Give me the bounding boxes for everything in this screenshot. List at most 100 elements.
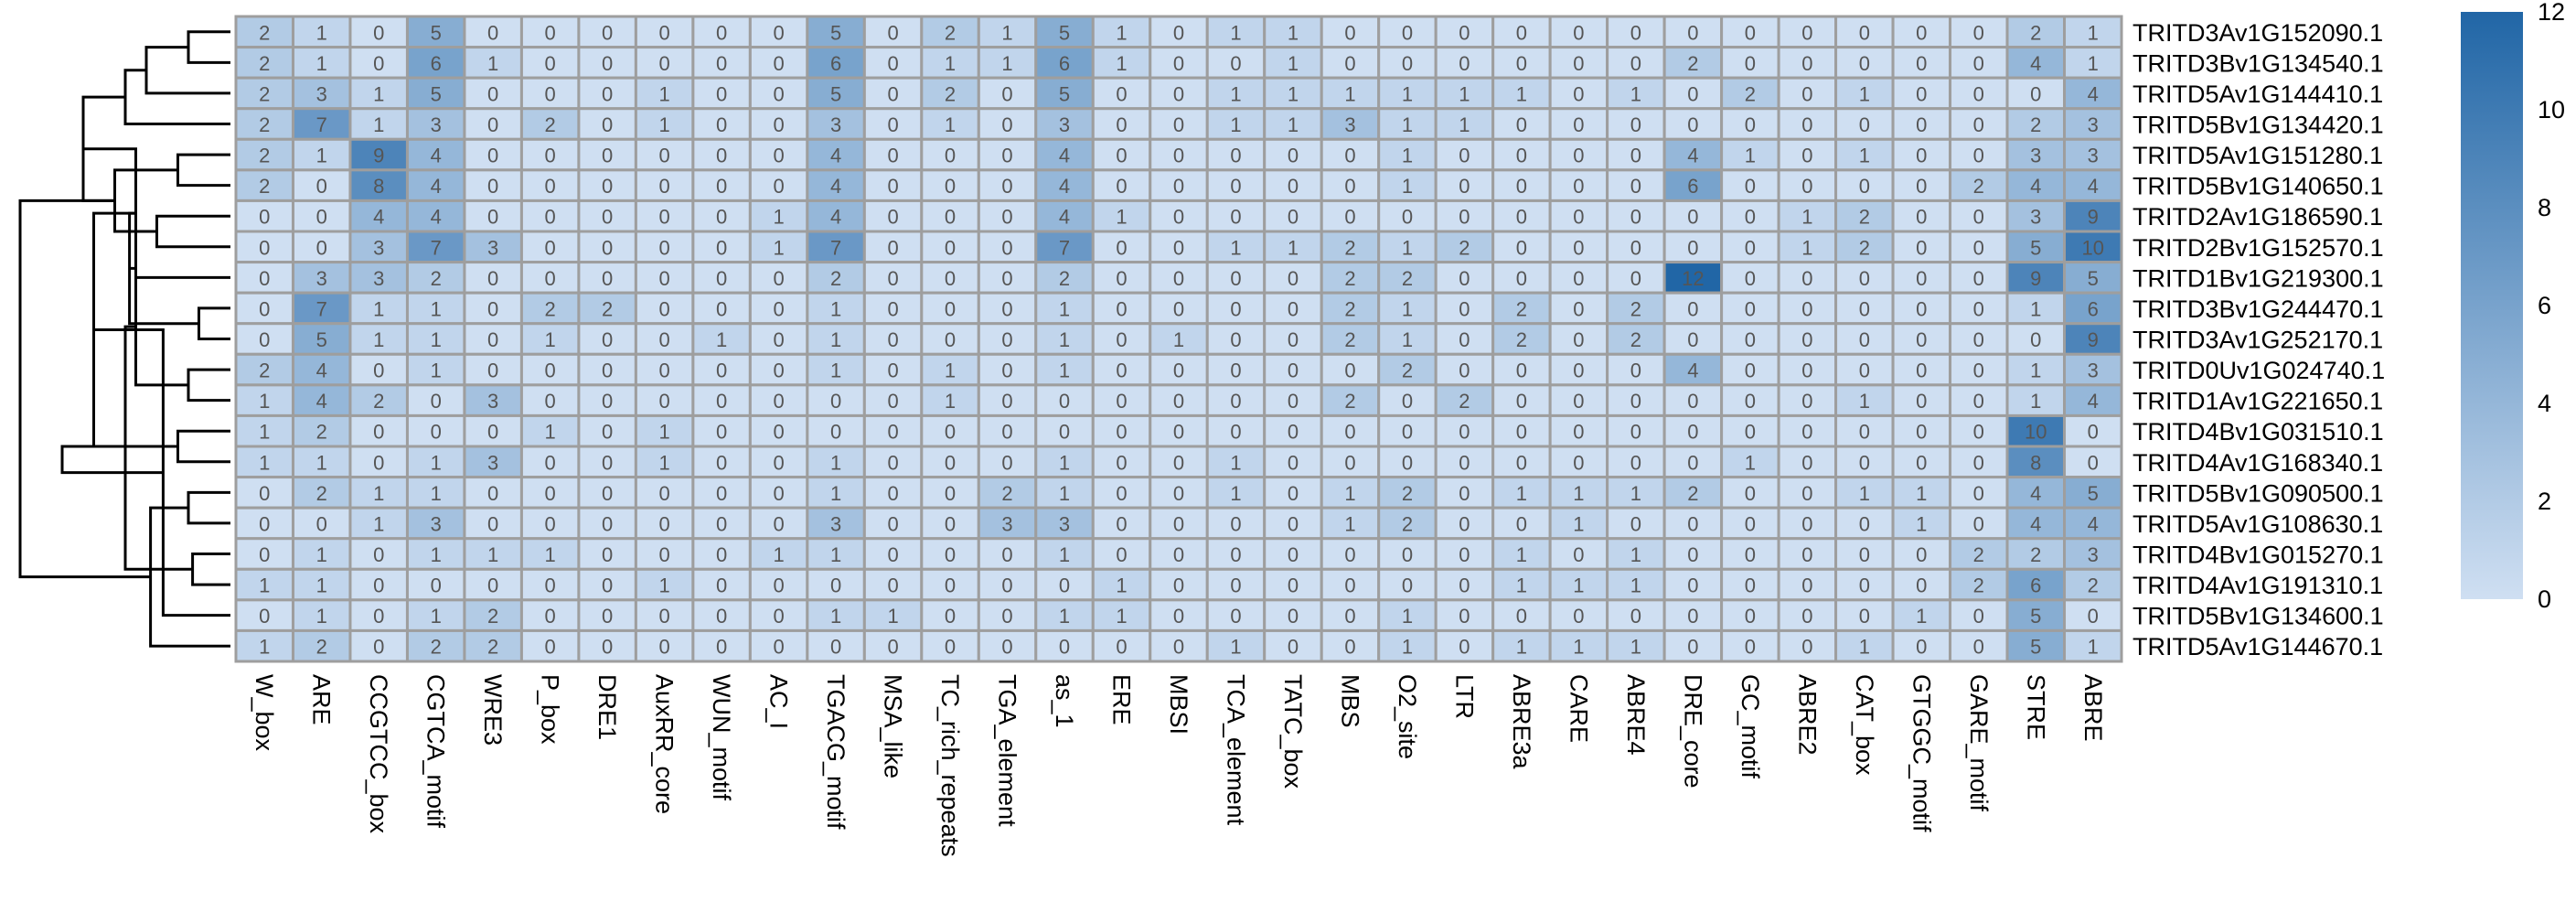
cell-value-label: 8	[373, 175, 384, 198]
cell-value-label: 0	[1859, 21, 1870, 44]
cell-value-label: 0	[1001, 605, 1012, 628]
cell-value-label: 0	[602, 236, 613, 259]
cell-value-label: 0	[1116, 175, 1127, 198]
cell-value-label: 1	[830, 543, 841, 566]
cell-value-label: 0	[659, 543, 670, 566]
heatmap-cell	[1091, 168, 1152, 202]
heatmap-cell	[1377, 537, 1438, 571]
cell-value-label: 1	[773, 206, 784, 229]
heatmap-cell	[1777, 445, 1838, 479]
cell-value-label: 0	[1173, 390, 1184, 413]
heatmap-cell	[1777, 46, 1838, 80]
heatmap-cell	[634, 199, 695, 233]
column-label: ARE	[308, 674, 336, 725]
cell-value-label: 10	[2082, 236, 2104, 259]
cell-value-label: 1	[545, 421, 556, 444]
heatmap-cell	[1834, 137, 1895, 172]
heatmap-cell	[1891, 537, 1952, 571]
cell-value-label: 0	[1402, 206, 1413, 229]
cell-value-label: 1	[373, 297, 384, 320]
cell-value-label: 1	[659, 451, 670, 474]
column-label: CCGTCC_box	[365, 674, 392, 834]
cell-value-label: 0	[1859, 52, 1870, 75]
heatmap-cell	[1891, 137, 1952, 172]
cell-value-label: 3	[316, 267, 327, 290]
cell-value-label: 0	[1516, 390, 1527, 413]
cell-value-label: 1	[945, 360, 956, 382]
heatmap-cell	[1149, 107, 1209, 141]
cell-value-label: 2	[1973, 574, 1984, 597]
cell-value-label: 0	[1859, 360, 1870, 382]
cell-value-label: 0	[887, 113, 898, 136]
cell-value-label: 0	[431, 390, 442, 413]
cell-value-label: 0	[716, 421, 727, 444]
heatmap-cell	[862, 322, 924, 356]
cell-value-label: 0	[1288, 421, 1299, 444]
cell-value-label: 9	[2088, 206, 2099, 229]
heatmap-cell	[806, 230, 866, 264]
cell-value-label: 5	[2030, 236, 2041, 259]
cell-value-label: 0	[1288, 297, 1299, 320]
cell-value-label: 0	[487, 175, 498, 198]
cell-value-label: 1	[773, 236, 784, 259]
cell-value-label: 2	[1973, 175, 1984, 198]
cell-value-label: 2	[259, 145, 270, 167]
cell-value-label: 0	[487, 145, 498, 167]
cell-value-label: 0	[1916, 113, 1927, 136]
cell-value-label: 0	[1288, 267, 1299, 290]
heatmap-cell	[463, 413, 523, 448]
cell-value-label: 0	[887, 206, 898, 229]
heatmap-cell	[1720, 352, 1780, 387]
cell-value-label: 0	[1859, 175, 1870, 198]
cell-value-label: 0	[316, 175, 327, 198]
cell-value-label: 1	[1402, 82, 1413, 105]
cell-value-label: 0	[1801, 267, 1812, 290]
heatmap-cell	[748, 445, 809, 479]
heatmap-cell	[519, 413, 581, 448]
legend-color-bar	[2461, 12, 2523, 599]
heatmap-cell	[405, 76, 466, 111]
cell-value-label: 0	[1516, 21, 1527, 44]
cell-value-label: 0	[1288, 451, 1299, 474]
cell-value-label: 0	[1573, 206, 1584, 229]
cell-value-label: 0	[602, 328, 613, 351]
cell-value-label: 1	[2088, 21, 2099, 44]
cell-value-label: 0	[1916, 421, 1927, 444]
cell-value-label: 0	[602, 360, 613, 382]
cell-value-label: 0	[373, 543, 384, 566]
cell-value-label: 1	[1859, 482, 1870, 505]
heatmap-cell	[348, 137, 409, 172]
cell-value-label: 1	[1630, 82, 1641, 105]
cell-value-label: 0	[830, 636, 841, 659]
heatmap-cell	[1034, 230, 1095, 264]
heatmap-cell	[1548, 168, 1609, 202]
cell-value-label: 0	[1630, 145, 1641, 167]
cell-value-label: 0	[1288, 328, 1299, 351]
cell-value-label: 0	[545, 21, 556, 44]
cell-value-label: 0	[1973, 512, 1984, 535]
row-label: TRITD5Bv1G134600.1	[2132, 603, 2384, 630]
cell-value-label: 0	[773, 113, 784, 136]
cell-value-label: 1	[2030, 297, 2041, 320]
cell-value-label: 0	[1916, 451, 1927, 474]
heatmap-cell	[862, 291, 924, 326]
row-label: TRITD3Av1G252170.1	[2132, 327, 2383, 354]
cell-value-label: 0	[1916, 390, 1927, 413]
cell-value-label: 0	[1573, 543, 1584, 566]
cell-value-label: 0	[259, 206, 270, 229]
cell-value-label: 0	[602, 512, 613, 535]
cell-value-label: 0	[659, 206, 670, 229]
cell-value-label: 0	[1745, 390, 1756, 413]
cell-value-label: 3	[431, 113, 442, 136]
heatmap-cell	[1320, 383, 1381, 417]
cell-value-label: 0	[602, 175, 613, 198]
column-label: ABRE3a	[1508, 674, 1535, 770]
cell-value-label: 0	[1001, 421, 1012, 444]
cell-value-label: 0	[1116, 328, 1127, 351]
cell-value-label: 4	[431, 206, 442, 229]
row-label: TRITD3Av1G152090.1	[2132, 19, 2383, 47]
cell-value-label: 0	[1001, 543, 1012, 566]
cell-value-label: 3	[2088, 113, 2099, 136]
cell-value-label: 0	[773, 574, 784, 597]
cell-value-label: 0	[431, 574, 442, 597]
